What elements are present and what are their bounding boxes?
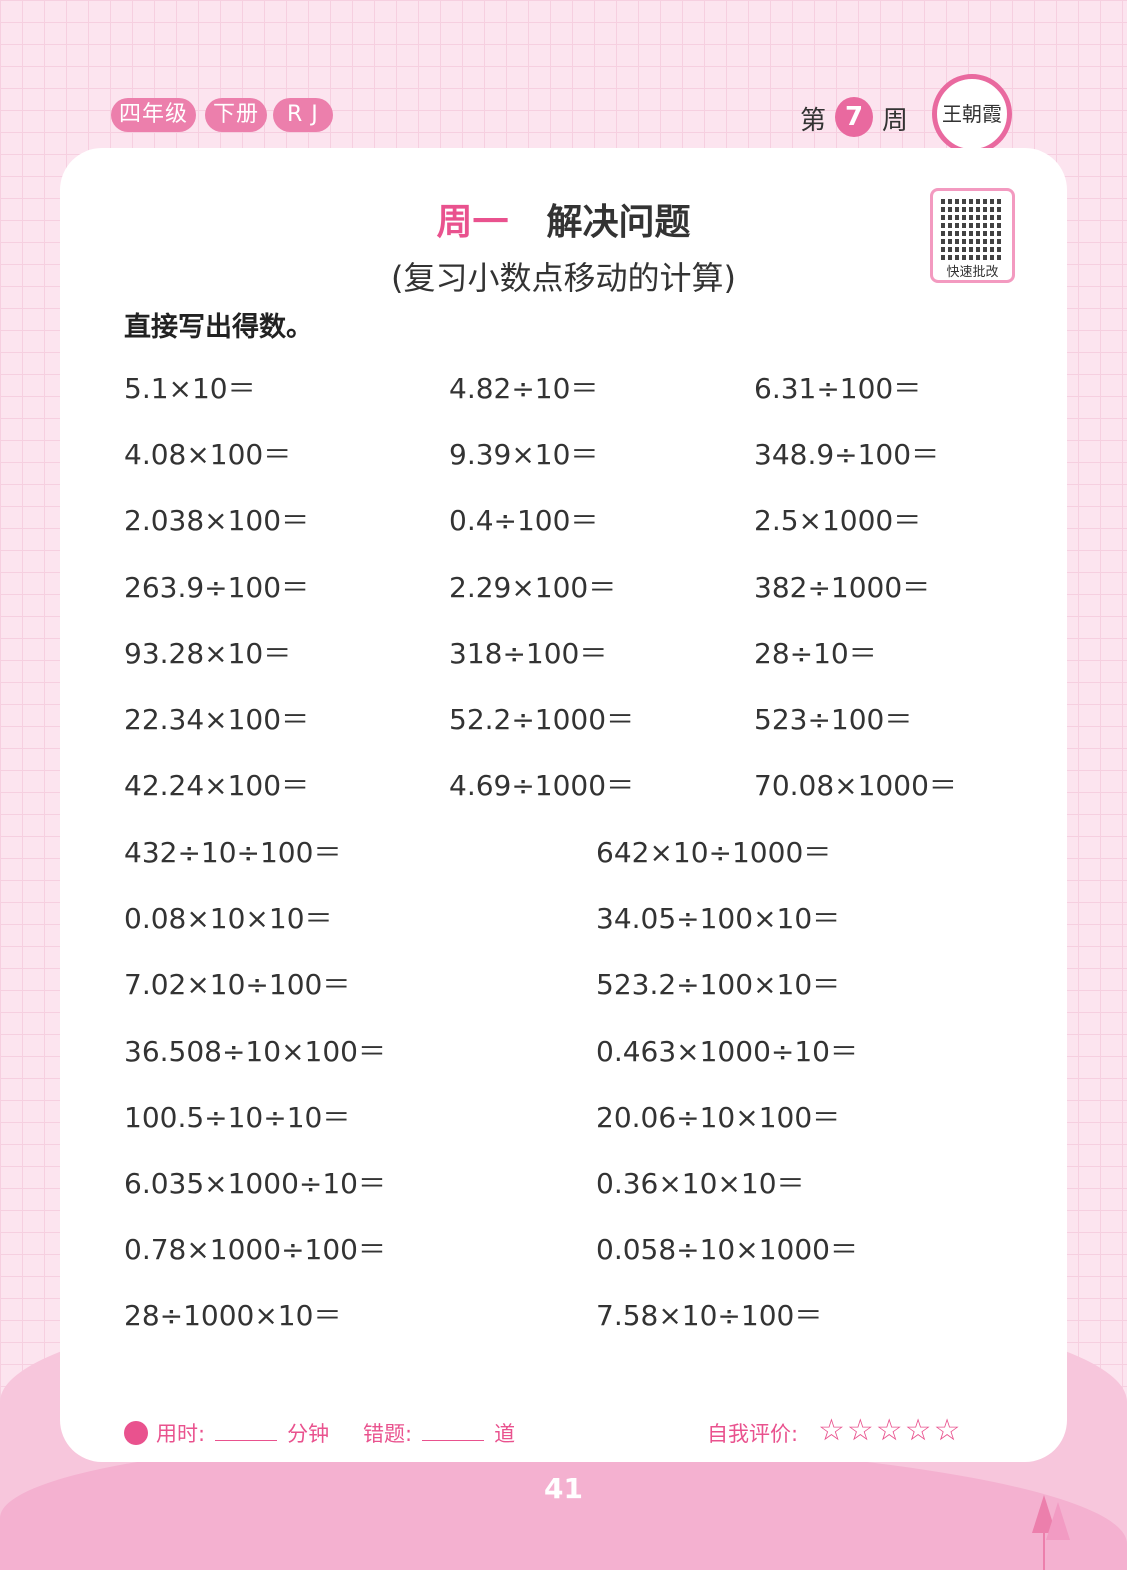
page-title: 周一 解决问题 — [0, 193, 1127, 245]
problem: 4.08×100＝ — [124, 438, 292, 472]
problem: 9.39×10＝ — [449, 438, 599, 472]
week-suffix: 周 — [882, 106, 909, 136]
brand-logo: 王朝霞 — [932, 74, 1012, 154]
problem: 70.08×1000＝ — [754, 769, 957, 803]
logo-text: 王朝霞 — [942, 102, 1002, 126]
problem: 523.2÷100×10＝ — [596, 968, 841, 1002]
problem: 7.58×10÷100＝ — [596, 1299, 823, 1333]
arrow-icon — [1046, 1502, 1070, 1540]
problem: 523÷100＝ — [754, 703, 913, 736]
time-unit: 分钟 — [287, 1422, 330, 1446]
problem: 4.69÷1000＝ — [449, 769, 635, 803]
edition-badge: R J — [273, 98, 333, 132]
problem: 2.038×100＝ — [124, 504, 310, 538]
errors-unit: 道 — [494, 1422, 516, 1446]
problem: 642×10÷1000＝ — [596, 836, 832, 869]
problem: 0.4÷100＝ — [449, 504, 599, 538]
errors-label: 错题: — [363, 1422, 413, 1446]
qr-code[interactable]: 快速批改 — [930, 188, 1015, 283]
problem: 318÷100＝ — [449, 636, 608, 670]
day-label: 周一 — [436, 202, 509, 243]
problem: 0.463×1000÷10＝ — [596, 1034, 858, 1068]
self-eval-label: 自我评价: — [707, 1422, 799, 1446]
problem: 0.36×10×10＝ — [596, 1167, 805, 1200]
problem: 4.82÷10＝ — [449, 372, 599, 405]
volume-badge: 下册 — [205, 98, 268, 132]
problem: 36.508÷10×100＝ — [124, 1034, 386, 1068]
problem: 20.06÷10×100＝ — [596, 1100, 841, 1134]
qr-label: 快速批改 — [946, 265, 999, 280]
qr-code-icon — [941, 197, 1004, 260]
time-label: 用时: — [156, 1422, 206, 1446]
errors-blank[interactable] — [422, 1440, 485, 1441]
instruction: 直接写出得数。 — [124, 312, 313, 343]
arrow-stem — [1043, 1530, 1045, 1570]
problem: 22.34×100＝ — [124, 703, 310, 736]
week-prefix: 第 — [800, 106, 827, 136]
worksheet-card — [60, 148, 1067, 1462]
rating-stars[interactable]: ☆☆☆☆☆ — [818, 1413, 963, 1448]
problem: 28÷1000×10＝ — [124, 1299, 342, 1333]
problem: 6.31÷100＝ — [754, 372, 922, 405]
week-number-clock-icon: 7 — [835, 97, 873, 137]
problem: 7.02×10÷100＝ — [124, 968, 351, 1002]
problem: 28÷10＝ — [754, 636, 877, 670]
problem: 382÷1000＝ — [754, 570, 931, 604]
topic-label: 解决问题 — [546, 202, 691, 243]
problem: 348.9÷100＝ — [754, 438, 940, 472]
problem: 100.5÷10÷10＝ — [124, 1100, 351, 1134]
problem: 93.28×10＝ — [124, 636, 292, 670]
errors-field: 错题: 道 — [363, 1418, 515, 1448]
problem: 0.78×1000÷100＝ — [124, 1233, 386, 1267]
page-number: 41 — [544, 1472, 583, 1505]
problem: 2.29×100＝ — [449, 570, 617, 604]
problem: 5.1×10＝ — [124, 372, 256, 405]
problem: 0.08×10×10＝ — [124, 902, 333, 936]
problem: 2.5×1000＝ — [754, 504, 922, 538]
problem: 432÷10÷100＝ — [124, 836, 342, 869]
problem: 42.24×100＝ — [124, 769, 310, 803]
problem: 34.05÷100×10＝ — [596, 902, 841, 936]
problem: 52.2÷1000＝ — [449, 703, 635, 736]
time-blank[interactable] — [215, 1440, 278, 1441]
stopwatch-icon — [124, 1421, 148, 1445]
time-field: 用时: 分钟 — [124, 1418, 329, 1448]
problem: 263.9÷100＝ — [124, 570, 310, 604]
page-subtitle: (复习小数点移动的计算) — [391, 259, 736, 297]
problem: 0.058÷10×1000＝ — [596, 1233, 858, 1267]
grade-badge: 四年级 — [111, 98, 197, 132]
problem: 6.035×1000÷10＝ — [124, 1167, 386, 1200]
